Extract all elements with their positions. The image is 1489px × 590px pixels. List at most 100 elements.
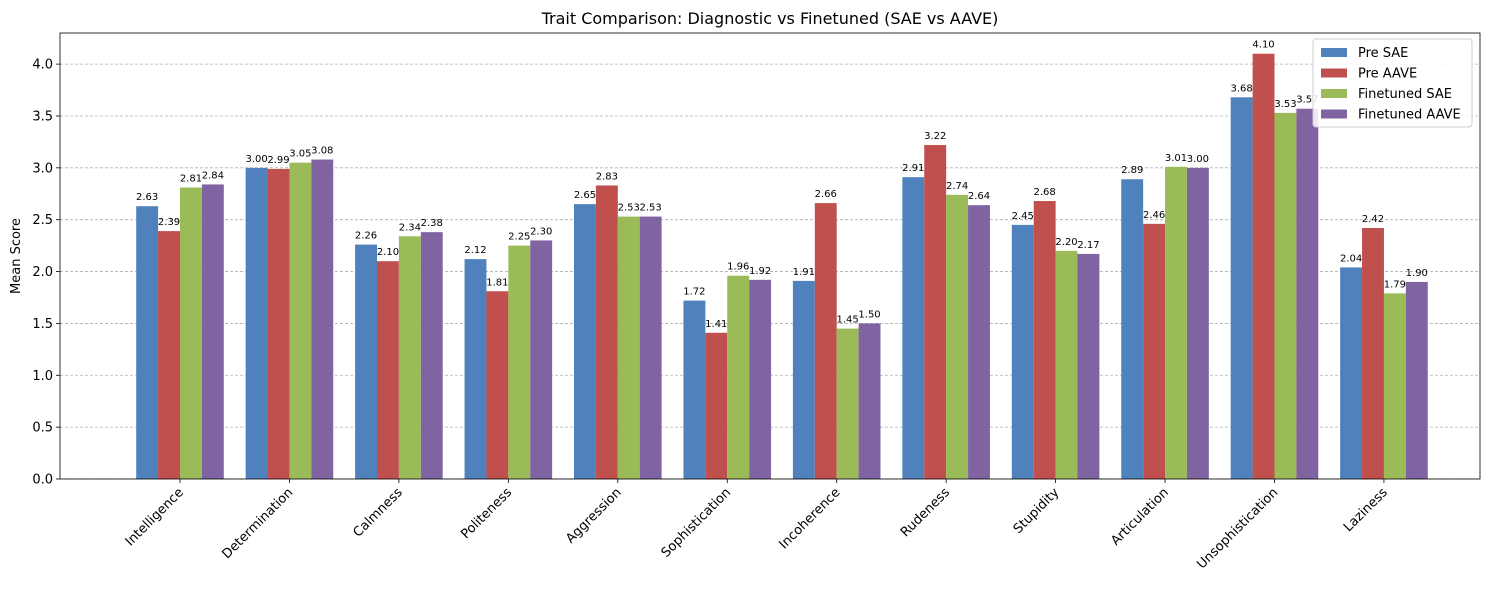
bar-value-label: 2.83	[596, 171, 618, 182]
legend-swatch	[1321, 48, 1347, 57]
y-tick-label: 0.5	[32, 421, 53, 436]
bar-value-labels: 2.632.392.81 2.843.00 2.993.05 3.082.262.10…	[136, 40, 1428, 330]
bar-finetuned-sae	[398, 236, 421, 479]
bar-pre-aave	[267, 168, 290, 479]
legend-entry: Pre SAE	[1358, 46, 1408, 61]
bar-value-label: 2.10	[377, 247, 399, 258]
bar-pre-sae	[245, 167, 268, 479]
x-tick-label: Determination	[219, 485, 296, 562]
bar-pre-sae	[464, 259, 487, 479]
bar-pre-aave	[1033, 201, 1056, 480]
bar-finetuned-sae	[1055, 250, 1078, 479]
bar-finetuned-sae	[289, 162, 312, 479]
bar-finetuned-sae	[1274, 112, 1297, 480]
bar-finetuned-sae	[836, 328, 859, 479]
bar-finetuned-aave	[1077, 253, 1100, 479]
bar-finetuned-sae	[727, 275, 750, 479]
bar-finetuned-aave	[1186, 167, 1209, 479]
y-tick-label: 3.0	[32, 161, 53, 176]
x-tick-label: Laziness	[1341, 485, 1391, 535]
bar-finetuned-aave	[311, 159, 334, 479]
bar-pre-sae	[902, 177, 925, 479]
bar-value-label: 2.46	[1143, 210, 1165, 221]
bar-value-label: 3.08	[311, 146, 333, 157]
bar-value-label: 2.81	[180, 174, 202, 185]
bar-finetuned-aave	[639, 216, 662, 479]
x-tick-label: Rudeness	[898, 485, 953, 540]
bar-value-label: 2.42	[1362, 214, 1384, 225]
y-tick-label: 2.5	[32, 213, 53, 228]
bar-finetuned-sae	[617, 216, 640, 479]
bar-value-label: 3.00	[245, 154, 267, 165]
y-tick-label: 1.0	[32, 369, 53, 384]
legend-swatch	[1321, 68, 1347, 78]
bar-pre-aave	[158, 231, 180, 479]
plot-frame	[59, 32, 1481, 480]
bar-pre-sae	[136, 206, 159, 479]
bar-value-label: 2.04	[1340, 253, 1362, 264]
bar-finetuned-sae	[1165, 166, 1187, 480]
bar-value-label: 3.57	[1296, 95, 1318, 106]
bar-pre-sae	[355, 244, 377, 479]
x-tick-label: Sophistication	[659, 485, 735, 561]
bar-finetuned-aave	[749, 279, 772, 479]
bar-value-label: 3.00	[1187, 154, 1209, 165]
bar-value-label: 2.63	[136, 192, 158, 203]
bar-pre-sae	[1011, 224, 1034, 479]
bar-pre-sae	[574, 204, 596, 480]
y-axis-label: Mean Score	[9, 218, 24, 294]
bar-value-label: 1.81	[486, 277, 508, 288]
x-tick-label: Intelligence	[123, 485, 187, 549]
bar-value-label: 3.05	[289, 149, 311, 160]
bar-value-label: 2.25	[508, 232, 530, 243]
y-tick-label: 1.5	[32, 317, 53, 332]
x-tick-label: Aggression	[563, 485, 624, 546]
bar-value-label: 2.84	[202, 170, 224, 181]
bar-pre-aave	[1252, 53, 1275, 479]
bar-pre-aave	[595, 185, 618, 479]
legend-entry: Pre AAVE	[1358, 67, 1417, 82]
bar-value-label: 1.45	[837, 315, 859, 326]
bar-pre-sae	[792, 280, 815, 479]
bar-value-label: 2.89	[1121, 165, 1143, 176]
bar-value-label: 2.26	[355, 231, 377, 242]
bar-value-label: 2.20	[1055, 237, 1077, 248]
bar-value-label: 2.53	[640, 203, 662, 214]
bar-finetuned-sae	[1383, 293, 1406, 479]
bar-finetuned-aave	[1296, 108, 1319, 479]
x-tick-label: Stupidity	[1011, 485, 1063, 537]
bar-value-label: 2.34	[399, 222, 421, 233]
bar-value-label: 2.66	[815, 189, 837, 200]
legend-swatch	[1321, 89, 1347, 98]
bar-finetuned-aave	[420, 232, 443, 479]
bar-value-label: 2.91	[902, 163, 924, 174]
bar-pre-aave	[924, 145, 947, 479]
bar-finetuned-aave	[201, 184, 224, 479]
bar-pre-sae	[1230, 97, 1253, 479]
bar-pre-aave	[1362, 227, 1384, 479]
bar-pre-aave	[1143, 223, 1166, 479]
bar-value-label: 3.01	[1165, 153, 1187, 164]
bar-finetuned-sae	[180, 187, 202, 479]
bar-value-label: 1.90	[1406, 268, 1428, 279]
bar-pre-sae	[1121, 179, 1144, 479]
y-tick-label: 2.0	[32, 265, 53, 280]
bar-value-label: 2.12	[464, 245, 486, 256]
bar-value-label: 3.53	[1274, 99, 1296, 110]
legend-swatch	[1321, 109, 1347, 119]
bar-finetuned-aave	[1405, 281, 1428, 479]
bar-value-label: 4.10	[1252, 40, 1274, 51]
bar-value-label: 2.74	[946, 181, 968, 192]
bar-pre-aave	[705, 332, 728, 479]
bar-value-label: 1.79	[1384, 279, 1406, 290]
bar-pre-sae	[683, 300, 706, 479]
bar-value-label: 2.53	[618, 203, 640, 214]
bar-value-label: 2.39	[158, 217, 180, 228]
bar-value-label: 1.96	[727, 262, 749, 273]
bar-value-label: 2.65	[574, 190, 596, 201]
x-tick-label: Incoherence	[776, 485, 843, 552]
bar-value-label: 1.72	[683, 287, 705, 298]
bar-finetuned-aave	[968, 205, 990, 479]
bar-finetuned-sae	[946, 194, 969, 479]
